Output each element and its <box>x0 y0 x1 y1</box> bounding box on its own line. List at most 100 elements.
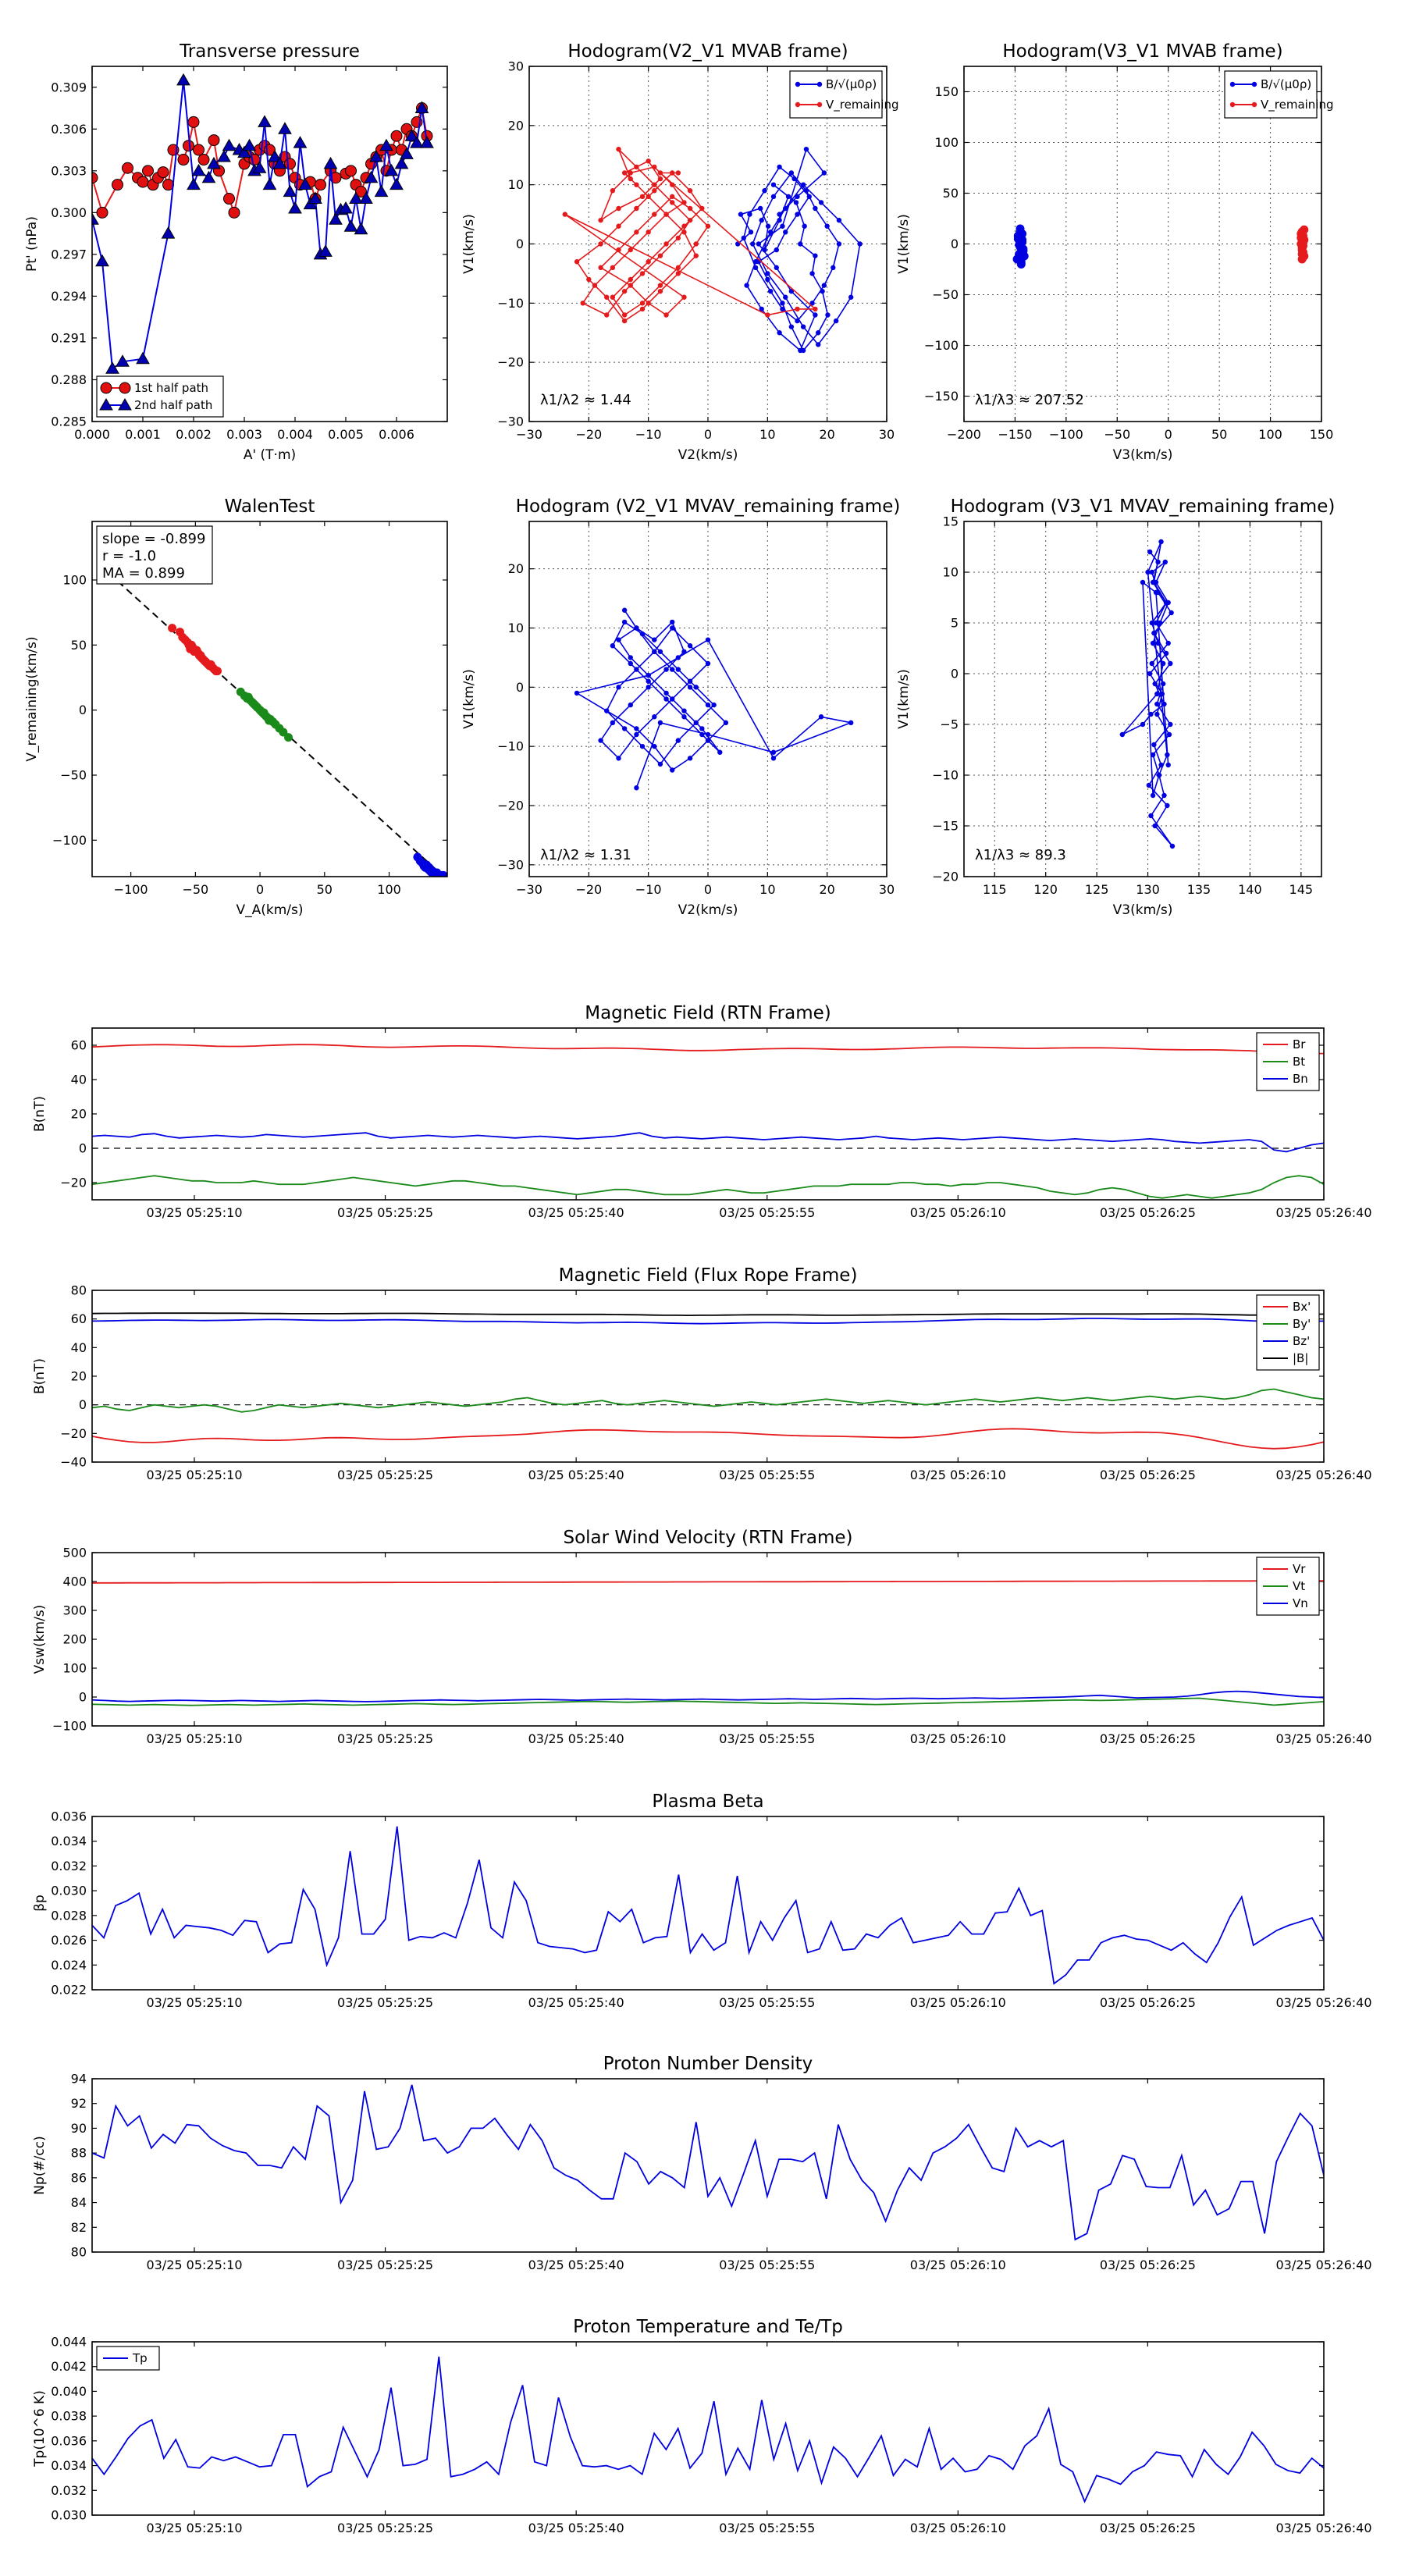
data-point <box>824 223 830 229</box>
data-point <box>196 652 205 661</box>
series-line-0 <box>575 610 854 788</box>
data-point <box>355 186 367 198</box>
data-point <box>800 182 806 187</box>
y-tick-label: 20 <box>71 1107 87 1122</box>
data-point <box>646 194 651 200</box>
data-point <box>646 158 651 164</box>
data-point <box>574 690 580 696</box>
x-tick-label: 10 <box>759 427 775 442</box>
data-point <box>223 193 235 205</box>
data-point <box>265 716 274 725</box>
data-point <box>652 182 657 187</box>
data-point <box>217 149 231 162</box>
data-point <box>272 156 287 169</box>
data-point <box>802 223 807 229</box>
x-tick-label: −30 <box>516 882 542 897</box>
data-point <box>384 163 399 176</box>
data-point <box>848 720 854 726</box>
data-point <box>410 136 424 148</box>
legend-marker <box>795 81 801 87</box>
data-point <box>343 219 358 232</box>
series-line-0 <box>1122 541 1173 847</box>
data-point <box>1016 254 1025 263</box>
data-point <box>752 265 759 271</box>
y-tick-label: 15 <box>943 514 959 529</box>
data-point <box>652 188 657 194</box>
y-tick-label: 0.030 <box>51 2508 87 2523</box>
y-tick-label: −5 <box>940 717 959 732</box>
x-axis-label: V_A(km/s) <box>236 902 303 918</box>
x-tick-label: 20 <box>819 427 834 442</box>
y-tick-label: 94 <box>71 2072 87 2087</box>
chart-sw: −100 0 100 200 300 400 500 03/25 05:25:10 03/25 … <box>32 1528 1372 1746</box>
y-tick-label: 0.036 <box>51 2433 87 2448</box>
data-point <box>663 690 669 696</box>
y-tick-label: −15 <box>932 819 959 834</box>
y-tick-label: −40 <box>60 1455 87 1470</box>
data-point <box>663 667 669 672</box>
x-tick-label: 03/25 05:25:55 <box>719 2521 815 2535</box>
data-point <box>646 259 651 265</box>
data-point <box>816 342 821 347</box>
data-point <box>762 188 767 194</box>
legend-label: Bn <box>1293 1072 1308 1086</box>
data-point <box>1152 681 1158 687</box>
data-point <box>765 271 770 276</box>
plot-area <box>574 607 854 791</box>
data-point <box>795 194 800 200</box>
data-point <box>675 235 681 241</box>
y-tick-label: 0.032 <box>51 2483 87 2498</box>
x-tick-label: 03/25 05:25:25 <box>337 2521 433 2535</box>
data-point <box>663 312 669 318</box>
data-point <box>836 241 842 247</box>
data-point <box>621 312 628 318</box>
x-tick-label: 03/25 05:25:25 <box>337 1731 433 1746</box>
data-point <box>756 241 762 247</box>
data-point <box>1147 549 1153 555</box>
data-point <box>278 122 292 134</box>
chart-mf_rtn: −20 0 20 40 60 03/25 05:25:10 03/25 05:25:25 03… <box>32 1003 1372 1220</box>
y-tick-label: 10 <box>508 621 524 635</box>
data-point <box>795 306 800 312</box>
data-point <box>681 223 687 229</box>
data-point <box>675 271 681 276</box>
data-point <box>816 330 821 336</box>
data-point <box>681 714 687 720</box>
data-point <box>616 205 621 212</box>
data-point <box>616 146 621 152</box>
plot-area <box>1012 224 1309 269</box>
data-point <box>675 667 681 672</box>
data-point <box>821 283 827 288</box>
data-point <box>793 200 799 205</box>
y-tick-label: 40 <box>71 1073 87 1087</box>
data-point <box>1147 671 1153 677</box>
data-point <box>237 145 251 158</box>
axes-frame <box>963 66 1322 422</box>
chart-beta: 0.022 0.024 0.026 0.028 0.030 0.032 0.034 0.036… <box>32 1791 1372 2010</box>
x-tick-label: 03/25 05:25:40 <box>528 1731 624 1746</box>
y-tick-label: 92 <box>71 2096 87 2111</box>
data-point <box>687 685 693 690</box>
data-point <box>646 678 651 684</box>
data-point <box>744 283 749 288</box>
x-tick-label: −10 <box>635 882 662 897</box>
data-point <box>670 170 675 176</box>
y-tick-label: 80 <box>71 1283 87 1298</box>
y-tick-label: 0 <box>951 667 959 681</box>
y-tick-label: 0.297 <box>51 247 87 262</box>
data-point <box>262 177 277 190</box>
x-axis-label: V3(km/s) <box>1113 902 1173 918</box>
data-point <box>699 731 705 738</box>
data-point <box>258 115 272 127</box>
y-tick-label: 0.042 <box>51 2359 87 2374</box>
data-point <box>670 767 675 773</box>
y-tick-label: 84 <box>71 2195 87 2210</box>
y-axis-label: B(nT) <box>32 1096 48 1132</box>
data-point <box>616 223 621 229</box>
data-point <box>1150 752 1156 758</box>
legend-box <box>96 375 224 418</box>
data-point <box>646 685 651 690</box>
data-point <box>359 191 373 205</box>
x-tick-label: 100 <box>1258 427 1282 442</box>
x-tick-label: 03/25 05:25:10 <box>146 1468 242 1482</box>
